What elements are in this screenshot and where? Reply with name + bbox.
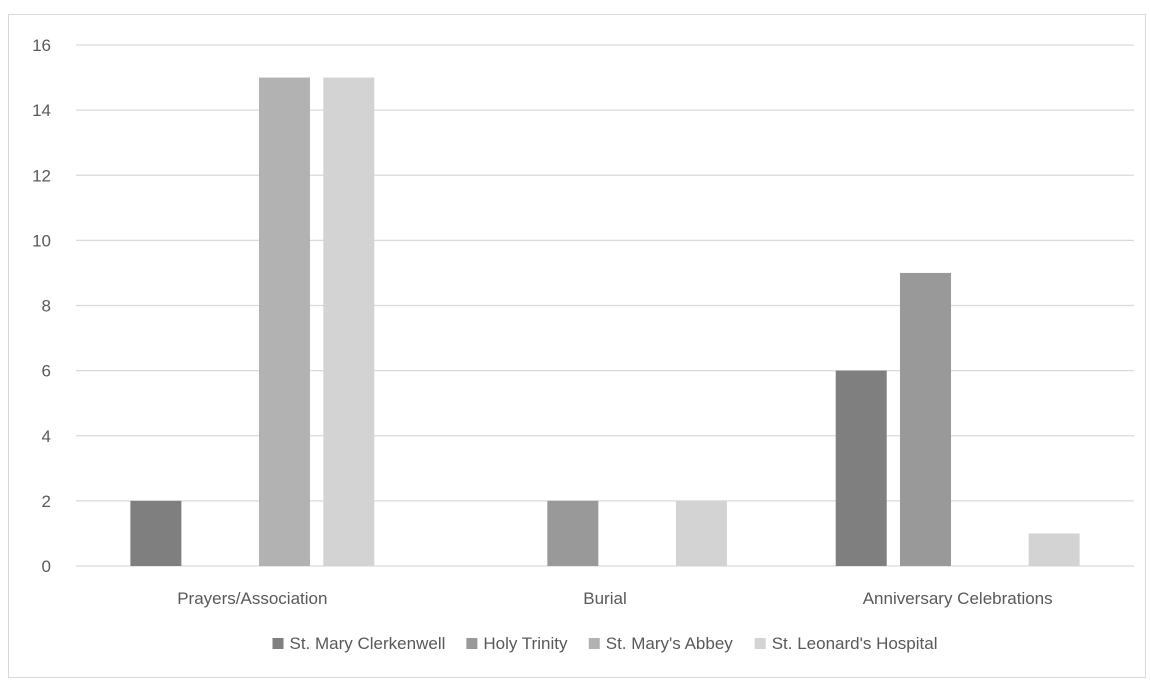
- x-category-label: Prayers/Association: [177, 589, 327, 608]
- bar: [1028, 533, 1080, 566]
- legend-label: St. Mary's Abbey: [606, 634, 734, 653]
- y-tick-label: 2: [42, 492, 51, 511]
- y-tick-label: 4: [42, 427, 51, 446]
- y-tick-label: 14: [32, 101, 51, 120]
- y-tick-label: 0: [42, 557, 51, 576]
- bar: [835, 370, 887, 566]
- x-category-label: Burial: [583, 589, 626, 608]
- legend-swatch: [588, 638, 600, 649]
- y-tick-label: 12: [32, 166, 51, 185]
- y-tick-label: 6: [42, 362, 51, 381]
- bar: [900, 272, 952, 566]
- y-tick-label: 10: [32, 231, 51, 250]
- bar: [130, 500, 182, 566]
- legend-swatch: [272, 638, 284, 649]
- bar: [547, 500, 599, 566]
- legend-label: Holy Trinity: [483, 634, 568, 653]
- bar: [675, 500, 727, 566]
- y-tick-label: 8: [42, 297, 51, 316]
- legend-swatch: [466, 638, 478, 649]
- legend-swatch: [754, 638, 766, 649]
- bar: [258, 77, 310, 566]
- chart: 0 2 4 6 8 10 12 14 16 Prayers/Association Burial An…: [8, 14, 1146, 678]
- legend-label: St. Leonard's Hospital: [772, 634, 938, 653]
- legend-label: St. Mary Clerkenwell: [290, 634, 446, 653]
- bar: [323, 77, 375, 566]
- x-category-label: Anniversary Celebrations: [863, 589, 1053, 608]
- y-tick-label: 16: [32, 36, 51, 55]
